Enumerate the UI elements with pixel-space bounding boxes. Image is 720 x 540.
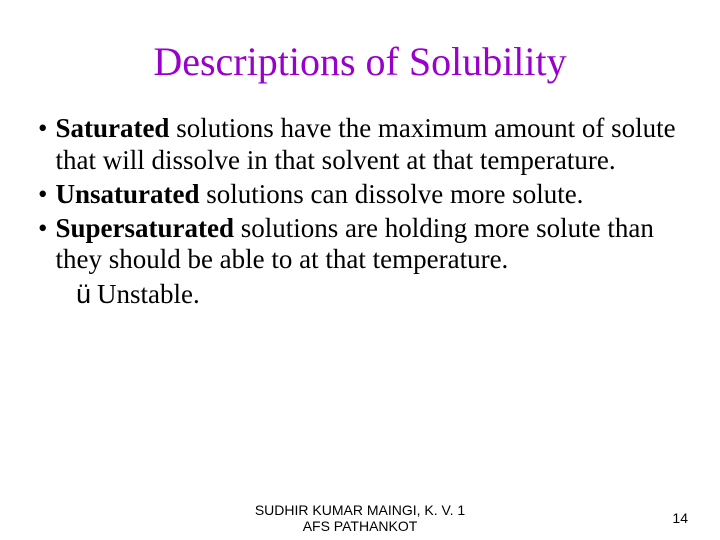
bullet-bold: Saturated — [55, 113, 169, 143]
bullet-text: Unsaturated solutions can dissolve more … — [55, 179, 682, 211]
footer-line2: AFS PATHANKOT — [0, 518, 720, 534]
bullet-text: Supersaturated solutions are holding mor… — [55, 213, 682, 277]
bullet-bold: Supersaturated — [55, 213, 234, 243]
sub-bullet-item: ü Unstable. — [38, 278, 682, 310]
page-number: 14 — [672, 510, 688, 526]
bullet-item: • Saturated solutions have the maximum a… — [38, 113, 682, 177]
footer: SUDHIR KUMAR MAINGI, K. V. 1 AFS PATHANK… — [0, 502, 720, 534]
slide-container: Descriptions of Solubility • Saturated s… — [0, 0, 720, 540]
footer-line1: SUDHIR KUMAR MAINGI, K. V. 1 — [0, 502, 720, 518]
bullet-marker: • — [38, 113, 55, 177]
bullet-rest: solutions can dissolve more solute. — [199, 179, 583, 209]
bullet-text: Saturated solutions have the maximum amo… — [55, 113, 682, 177]
check-icon: ü — [76, 278, 97, 310]
bullet-item: • Supersaturated solutions are holding m… — [38, 213, 682, 277]
bullet-item: • Unsaturated solutions can dissolve mor… — [38, 179, 682, 211]
bullet-marker: • — [38, 213, 55, 277]
bullet-bold: Unsaturated — [55, 179, 199, 209]
bullet-marker: • — [38, 179, 55, 211]
slide-title: Descriptions of Solubility — [30, 38, 690, 85]
content-area: • Saturated solutions have the maximum a… — [30, 113, 690, 311]
sub-bullet-text: Unstable. — [97, 278, 200, 310]
